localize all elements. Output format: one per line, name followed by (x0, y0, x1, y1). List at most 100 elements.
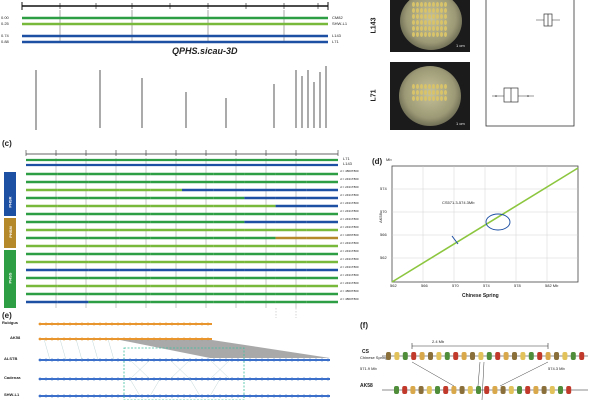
cs-gene (436, 352, 442, 360)
ak58-gene (533, 386, 539, 394)
gene-dot (314, 358, 318, 362)
cs-gene (520, 352, 526, 360)
line-label: L143 (332, 33, 341, 38)
gene-dot (152, 337, 156, 341)
gene-dot (290, 394, 294, 398)
region-highlight (485, 213, 511, 231)
gene-dot (116, 377, 120, 381)
gene-dot (62, 394, 66, 398)
cs-gene (470, 352, 475, 360)
gene-dot (308, 394, 312, 398)
cs-gene (394, 352, 400, 360)
span-text: 2.4 Mb (432, 339, 445, 344)
gene-dot (188, 337, 192, 341)
cs-gene (495, 352, 501, 360)
x-tick: 570 (452, 283, 459, 288)
gene-dot (74, 358, 78, 362)
gene-dot (110, 337, 114, 341)
panel-d: (d) Mb CS571.3-574.3Mb AK58 574 570 566 … (362, 146, 600, 304)
gene-dot (56, 322, 60, 326)
gene-dot (182, 358, 186, 362)
gene-dot (212, 358, 216, 362)
row-label: d = 2431T800 (340, 265, 359, 269)
gene-dot (44, 377, 48, 381)
gene-dot (278, 358, 282, 362)
gene-dot (302, 394, 306, 398)
top-label: L71 (343, 156, 350, 161)
cs-gene (554, 352, 559, 360)
gene-dot (260, 377, 264, 381)
gene-dot (176, 394, 180, 398)
gene-dot (272, 358, 276, 362)
gene-dot (272, 394, 276, 398)
gene-dot (224, 358, 228, 362)
gene-dot (290, 358, 294, 362)
cs-sub-label: Chinese Spring (360, 355, 388, 360)
panel-c-letter: (c) (2, 139, 12, 148)
ak58-gene (508, 386, 514, 394)
gene-dot (62, 358, 66, 362)
gene-dot (98, 394, 102, 398)
gene-dot (134, 358, 138, 362)
gene-dot (116, 337, 120, 341)
gene-dot (122, 322, 126, 326)
gene-dot (146, 337, 150, 341)
panel-a: 0.00 0.25 0.74 0.88 CM82 SHW-L1 L143 L71… (0, 0, 347, 62)
gene-dot (266, 358, 270, 362)
collinearity-line (391, 167, 579, 283)
cs-label: CS (362, 349, 369, 355)
row-label: d = 2431T800 (340, 249, 359, 253)
gene-dot (134, 337, 138, 341)
left-position: 571.9 Mb (360, 366, 377, 371)
ak58-gene (525, 386, 531, 394)
panel-e: (e) Rubigus AK58 ALSTB Cadenza SHW-L1 (0, 312, 350, 400)
ak58-gene (541, 386, 547, 394)
line-label: L71 (332, 39, 339, 44)
gene-dot (62, 377, 66, 381)
gene-dot (164, 322, 168, 326)
gene-dot (254, 394, 258, 398)
gene-dot (110, 358, 114, 362)
gene-dot (56, 394, 60, 398)
gene-dot (314, 394, 318, 398)
gene-dot (80, 377, 84, 381)
gene-dot (224, 394, 228, 398)
gene-dot (254, 377, 258, 381)
gene-dot (320, 377, 324, 381)
ak58-gene (476, 386, 481, 394)
grain-cluster (412, 2, 447, 37)
group-bar-phsr (4, 172, 16, 216)
gene-dot (230, 358, 234, 362)
gene-dot (44, 394, 48, 398)
gene-dot (176, 377, 180, 381)
row-label: d = 2431T800 (340, 185, 359, 189)
panel-c-map (4, 150, 339, 318)
gene-dot (116, 394, 120, 398)
gene-dot (194, 322, 198, 326)
gene-dot (122, 358, 126, 362)
inversion-segment (451, 235, 459, 245)
gene-dot (218, 394, 222, 398)
panel-a-graphic (21, 2, 329, 44)
group-label: PHSR (7, 196, 13, 208)
gene-dot (218, 358, 222, 362)
gene-dot (56, 337, 60, 341)
cs-gene (411, 352, 417, 360)
gene-dot (302, 377, 306, 381)
gene-dot (56, 358, 60, 362)
gene-dot (260, 358, 264, 362)
gene-dot (80, 394, 84, 398)
gene-dot (296, 358, 300, 362)
ak58-gene-blocks (394, 386, 572, 394)
gene-dot (104, 377, 108, 381)
row-label: d = 2431T800 (340, 201, 359, 205)
gene-dot (170, 358, 174, 362)
ak58-gene (500, 386, 506, 394)
gene-dot (200, 322, 204, 326)
plate-label-l71: L71 (370, 89, 378, 102)
x-axis-label: Chinese Spring (462, 293, 499, 299)
ak58-gene (394, 386, 399, 394)
gene-dot (50, 358, 54, 362)
gene-dot (38, 337, 42, 341)
row-label: d = 4860T800 (340, 297, 359, 301)
